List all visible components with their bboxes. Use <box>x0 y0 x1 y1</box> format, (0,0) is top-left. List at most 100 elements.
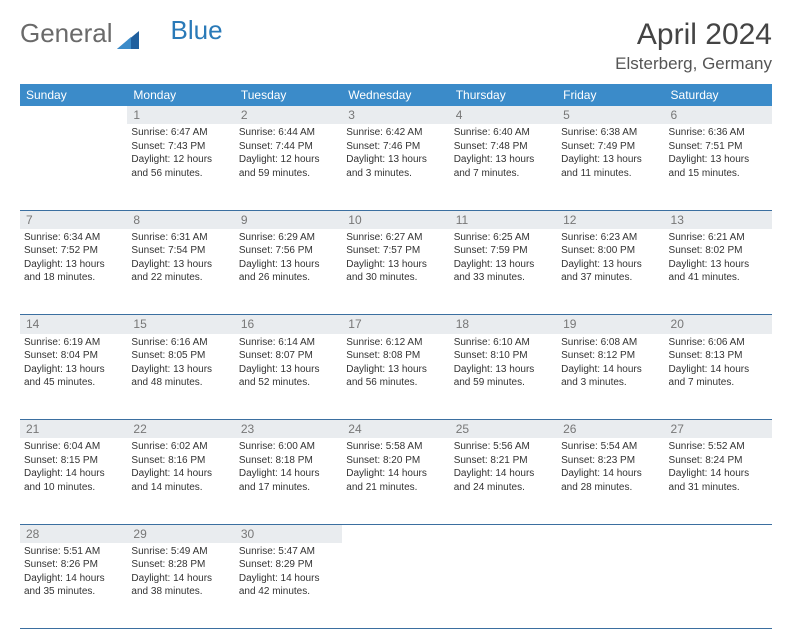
sunrise-line: Sunrise: 5:49 AM <box>131 545 230 559</box>
day-cell: Sunrise: 5:52 AMSunset: 8:24 PMDaylight:… <box>665 438 772 524</box>
day-cell: Sunrise: 6:38 AMSunset: 7:49 PMDaylight:… <box>557 124 664 210</box>
day-number: 22 <box>127 420 234 439</box>
sunrise-line: Sunrise: 6:27 AM <box>346 231 445 245</box>
day-cell: Sunrise: 6:04 AMSunset: 8:15 PMDaylight:… <box>20 438 127 524</box>
day-number: 9 <box>235 210 342 229</box>
sunrise-line: Sunrise: 6:40 AM <box>454 126 553 140</box>
weekday-header: Tuesday <box>235 84 342 106</box>
weekday-header: Monday <box>127 84 234 106</box>
weekday-header-row: SundayMondayTuesdayWednesdayThursdayFrid… <box>20 84 772 106</box>
logo-text-blue: Blue <box>171 15 223 46</box>
sunrise-line: Sunrise: 5:52 AM <box>669 440 768 454</box>
day-cell: Sunrise: 6:08 AMSunset: 8:12 PMDaylight:… <box>557 334 664 420</box>
day-cell: Sunrise: 5:58 AMSunset: 8:20 PMDaylight:… <box>342 438 449 524</box>
daynum-row: 14151617181920 <box>20 315 772 334</box>
day-number <box>450 524 557 543</box>
sunrise-line: Sunrise: 6:06 AM <box>669 336 768 350</box>
sunrise-line: Sunrise: 5:51 AM <box>24 545 123 559</box>
day-number: 11 <box>450 210 557 229</box>
day-number: 10 <box>342 210 449 229</box>
day-cell <box>665 543 772 629</box>
week-row: Sunrise: 6:04 AMSunset: 8:15 PMDaylight:… <box>20 438 772 524</box>
day-cell: Sunrise: 6:25 AMSunset: 7:59 PMDaylight:… <box>450 229 557 315</box>
sunrise-line: Sunrise: 6:21 AM <box>669 231 768 245</box>
week-row: Sunrise: 6:19 AMSunset: 8:04 PMDaylight:… <box>20 334 772 420</box>
daylight-line: Daylight: 14 hours and 7 minutes. <box>669 363 768 390</box>
week-row: Sunrise: 6:47 AMSunset: 7:43 PMDaylight:… <box>20 124 772 210</box>
sunrise-line: Sunrise: 6:44 AM <box>239 126 338 140</box>
sunset-line: Sunset: 7:57 PM <box>346 244 445 258</box>
day-cell: Sunrise: 6:02 AMSunset: 8:16 PMDaylight:… <box>127 438 234 524</box>
daynum-row: 21222324252627 <box>20 420 772 439</box>
sunrise-line: Sunrise: 6:29 AM <box>239 231 338 245</box>
day-number: 15 <box>127 315 234 334</box>
day-number: 28 <box>20 524 127 543</box>
day-number: 6 <box>665 106 772 124</box>
sunrise-line: Sunrise: 6:47 AM <box>131 126 230 140</box>
daylight-line: Daylight: 13 hours and 48 minutes. <box>131 363 230 390</box>
day-cell: Sunrise: 5:47 AMSunset: 8:29 PMDaylight:… <box>235 543 342 629</box>
day-cell: Sunrise: 6:00 AMSunset: 8:18 PMDaylight:… <box>235 438 342 524</box>
title-block: April 2024 Elsterberg, Germany <box>615 18 772 74</box>
daylight-line: Daylight: 14 hours and 17 minutes. <box>239 467 338 494</box>
daylight-line: Daylight: 14 hours and 3 minutes. <box>561 363 660 390</box>
daylight-line: Daylight: 13 hours and 59 minutes. <box>454 363 553 390</box>
day-cell: Sunrise: 5:56 AMSunset: 8:21 PMDaylight:… <box>450 438 557 524</box>
day-cell <box>20 124 127 210</box>
day-number: 19 <box>557 315 664 334</box>
sunrise-line: Sunrise: 6:34 AM <box>24 231 123 245</box>
daylight-line: Daylight: 13 hours and 26 minutes. <box>239 258 338 285</box>
day-number: 7 <box>20 210 127 229</box>
day-cell: Sunrise: 6:16 AMSunset: 8:05 PMDaylight:… <box>127 334 234 420</box>
week-row: Sunrise: 6:34 AMSunset: 7:52 PMDaylight:… <box>20 229 772 315</box>
sunrise-line: Sunrise: 6:31 AM <box>131 231 230 245</box>
day-cell: Sunrise: 5:51 AMSunset: 8:26 PMDaylight:… <box>20 543 127 629</box>
sunset-line: Sunset: 7:56 PM <box>239 244 338 258</box>
day-cell: Sunrise: 6:06 AMSunset: 8:13 PMDaylight:… <box>665 334 772 420</box>
daylight-line: Daylight: 14 hours and 28 minutes. <box>561 467 660 494</box>
sunset-line: Sunset: 7:51 PM <box>669 140 768 154</box>
sunrise-line: Sunrise: 6:04 AM <box>24 440 123 454</box>
daylight-line: Daylight: 13 hours and 11 minutes. <box>561 153 660 180</box>
daylight-line: Daylight: 14 hours and 10 minutes. <box>24 467 123 494</box>
day-cell: Sunrise: 6:12 AMSunset: 8:08 PMDaylight:… <box>342 334 449 420</box>
sunrise-line: Sunrise: 6:00 AM <box>239 440 338 454</box>
sunset-line: Sunset: 8:20 PM <box>346 454 445 468</box>
sunset-line: Sunset: 8:28 PM <box>131 558 230 572</box>
sunset-line: Sunset: 8:29 PM <box>239 558 338 572</box>
sunset-line: Sunset: 8:24 PM <box>669 454 768 468</box>
weekday-header: Thursday <box>450 84 557 106</box>
day-cell <box>557 543 664 629</box>
sunset-line: Sunset: 8:15 PM <box>24 454 123 468</box>
daylight-line: Daylight: 13 hours and 30 minutes. <box>346 258 445 285</box>
day-number: 2 <box>235 106 342 124</box>
page-title: April 2024 <box>615 18 772 52</box>
daylight-line: Daylight: 14 hours and 24 minutes. <box>454 467 553 494</box>
day-cell: Sunrise: 6:36 AMSunset: 7:51 PMDaylight:… <box>665 124 772 210</box>
sunset-line: Sunset: 7:48 PM <box>454 140 553 154</box>
day-number: 16 <box>235 315 342 334</box>
logo: General Blue <box>20 18 223 49</box>
sunset-line: Sunset: 8:12 PM <box>561 349 660 363</box>
daylight-line: Daylight: 14 hours and 38 minutes. <box>131 572 230 599</box>
weekday-header: Saturday <box>665 84 772 106</box>
day-cell: Sunrise: 6:47 AMSunset: 7:43 PMDaylight:… <box>127 124 234 210</box>
sunrise-line: Sunrise: 5:54 AM <box>561 440 660 454</box>
day-cell: Sunrise: 6:29 AMSunset: 7:56 PMDaylight:… <box>235 229 342 315</box>
weekday-header: Sunday <box>20 84 127 106</box>
day-number: 5 <box>557 106 664 124</box>
day-number <box>665 524 772 543</box>
sunset-line: Sunset: 8:02 PM <box>669 244 768 258</box>
daylight-line: Daylight: 13 hours and 41 minutes. <box>669 258 768 285</box>
day-number: 1 <box>127 106 234 124</box>
day-number: 29 <box>127 524 234 543</box>
sunset-line: Sunset: 7:49 PM <box>561 140 660 154</box>
weekday-header: Friday <box>557 84 664 106</box>
sunrise-line: Sunrise: 6:42 AM <box>346 126 445 140</box>
daylight-line: Daylight: 13 hours and 18 minutes. <box>24 258 123 285</box>
sunset-line: Sunset: 8:26 PM <box>24 558 123 572</box>
day-cell: Sunrise: 6:19 AMSunset: 8:04 PMDaylight:… <box>20 334 127 420</box>
daylight-line: Daylight: 13 hours and 22 minutes. <box>131 258 230 285</box>
sunrise-line: Sunrise: 5:56 AM <box>454 440 553 454</box>
day-cell: Sunrise: 5:49 AMSunset: 8:28 PMDaylight:… <box>127 543 234 629</box>
